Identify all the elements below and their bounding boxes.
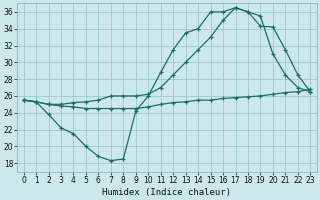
X-axis label: Humidex (Indice chaleur): Humidex (Indice chaleur) — [102, 188, 231, 197]
